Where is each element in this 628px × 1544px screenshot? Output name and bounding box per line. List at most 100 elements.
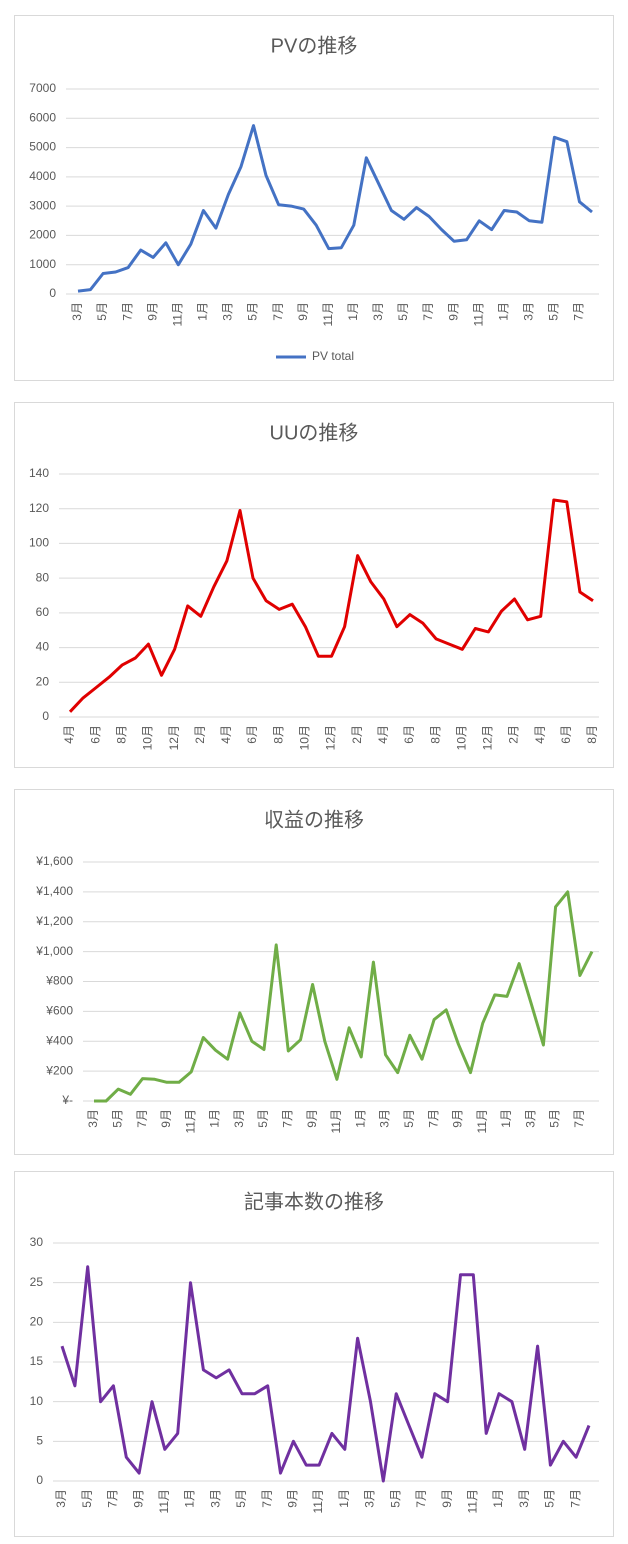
x-tick-label: 1月: [183, 1489, 197, 1508]
y-tick-label: ¥1,200: [35, 914, 73, 928]
x-tick-label: 11月: [321, 302, 335, 326]
x-tick-label: 1月: [208, 1109, 222, 1128]
x-tick-label: 4月: [533, 725, 547, 744]
y-tick-label: 0: [36, 1473, 43, 1487]
x-tick-label: 7月: [572, 302, 586, 321]
y-tick-label: ¥1,400: [35, 884, 73, 898]
chart-panel: PVの推移 0 1000 2000 3000 4000 5000 6000 7000 3月 5月 7月…: [14, 15, 614, 381]
x-tick-label: 5月: [543, 1489, 557, 1508]
x-tick-label: 6月: [402, 725, 416, 744]
chart-panel: 収益の推移 ¥- ¥200 ¥400 ¥600 ¥800 ¥1,000 ¥1,200 ¥1,40…: [14, 789, 614, 1155]
x-tick-label: 7月: [572, 1109, 586, 1128]
x-tick-label: 7月: [426, 1109, 440, 1128]
x-tick-label: 5月: [256, 1109, 270, 1128]
y-tick-label: ¥-: [61, 1093, 73, 1107]
x-tick-label: 9月: [446, 302, 460, 321]
chart-title: UUの推移: [270, 421, 359, 444]
x-tick-label: 5月: [80, 1489, 94, 1508]
y-tick-label: 120: [29, 501, 49, 515]
x-tick-label: 7月: [271, 302, 285, 321]
chart: 記事本数の推移 0 5 10 15 20 25 30 3月 5月 7月 9月 11月 1月 3月 5月 7月 9月…: [30, 1190, 599, 1513]
x-tick-label: 3月: [232, 1109, 246, 1128]
y-tick-label: 2000: [29, 228, 56, 242]
chart: 収益の推移 ¥- ¥200 ¥400 ¥600 ¥800 ¥1,000 ¥1,200 ¥1,40…: [35, 808, 599, 1133]
x-tick-label: 11月: [329, 1109, 343, 1133]
x-tick-label: 3月: [521, 302, 535, 321]
x-tick-label: 7月: [106, 1489, 120, 1508]
x-tick-label: 7月: [414, 1489, 428, 1508]
y-tick-label: ¥400: [45, 1033, 73, 1047]
y-tick-label: 0: [42, 709, 49, 723]
x-tick-label: 3月: [54, 1489, 68, 1508]
y-tick-label: 25: [30, 1275, 44, 1289]
x-tick-label: 5月: [110, 1109, 124, 1128]
chart-panel: 記事本数の推移 0 5 10 15 20 25 30 3月 5月 7月 9月 11月 1月 3月 5月 7月 9月…: [14, 1171, 614, 1537]
x-tick-label: 11月: [157, 1489, 171, 1513]
x-tick-label: 5月: [547, 302, 561, 321]
y-tick-label: 0: [49, 286, 56, 300]
x-tick-label: 1月: [346, 302, 360, 321]
x-tick-label: 9月: [440, 1489, 454, 1508]
x-tick-label: 7月: [120, 302, 134, 321]
x-tick-label: 3月: [378, 1109, 392, 1128]
x-tick-label: 5月: [234, 1489, 248, 1508]
y-tick-label: 40: [36, 640, 50, 654]
x-tick-label: 6月: [245, 725, 259, 744]
x-tick-label: 4月: [62, 725, 76, 744]
chart-title: 収益の推移: [264, 808, 364, 831]
x-tick-label: 8月: [114, 725, 128, 744]
y-tick-label: ¥600: [45, 1004, 73, 1018]
data-line: [68, 498, 594, 713]
x-tick-label: 8月: [428, 725, 442, 744]
x-tick-label: 10月: [298, 725, 312, 750]
y-tick-label: 7000: [29, 81, 56, 95]
x-tick-label: 3月: [371, 302, 385, 321]
data-line: [77, 124, 593, 293]
x-tick-label: 1月: [496, 302, 510, 321]
x-tick-label: 6月: [88, 725, 102, 744]
data-line: [94, 890, 594, 1103]
x-tick-label: 12月: [481, 725, 495, 750]
x-tick-label: 3月: [70, 302, 84, 321]
y-tick-label: ¥1,000: [35, 944, 73, 958]
x-tick-label: 1月: [196, 302, 210, 321]
x-tick-label: 9月: [286, 1489, 300, 1508]
y-tick-label: ¥200: [45, 1063, 73, 1077]
x-tick-label: 11月: [475, 1109, 489, 1133]
y-tick-label: 4000: [29, 169, 56, 183]
chart: PVの推移 0 1000 2000 3000 4000 5000 6000 7000 3月 5月 7月…: [29, 34, 599, 363]
x-tick-label: 10月: [454, 725, 468, 750]
x-tick-label: 8月: [271, 725, 285, 744]
y-tick-label: 60: [36, 605, 50, 619]
x-tick-label: 3月: [517, 1489, 531, 1508]
y-tick-label: 100: [29, 536, 49, 550]
x-tick-label: 4月: [376, 725, 390, 744]
chart-title: 記事本数の推移: [244, 1190, 384, 1213]
x-tick-label: 11月: [183, 1109, 197, 1133]
x-tick-label: 11月: [311, 1489, 325, 1513]
x-tick-label: 8月: [585, 725, 599, 744]
x-tick-label: 7月: [260, 1489, 274, 1508]
x-tick-label: 5月: [246, 302, 260, 321]
x-tick-label: 1月: [491, 1489, 505, 1508]
y-tick-label: 5: [36, 1434, 43, 1448]
x-tick-label: 4月: [219, 725, 233, 744]
y-tick-label: 20: [30, 1315, 44, 1329]
x-tick-label: 9月: [145, 302, 159, 321]
x-tick-label: 2月: [350, 725, 364, 744]
x-tick-label: 3月: [523, 1109, 537, 1128]
x-tick-label: 12月: [324, 725, 338, 750]
x-tick-label: 1月: [337, 1489, 351, 1508]
y-tick-label: 20: [36, 674, 50, 688]
y-tick-label: 15: [30, 1354, 44, 1368]
x-tick-label: 9月: [159, 1109, 173, 1128]
x-tick-label: 11月: [465, 1489, 479, 1513]
chart: UUの推移 0 20 40 60 80 100 120 140 4月 6月 8月 10月 12月 2月 4月 6…: [29, 421, 599, 750]
y-tick-label: 10: [30, 1394, 44, 1408]
x-tick-label: 1月: [499, 1109, 513, 1128]
chart-title: PVの推移: [271, 34, 358, 57]
x-tick-label: 3月: [363, 1489, 377, 1508]
x-tick-label: 7月: [421, 302, 435, 321]
x-tick-label: 5月: [396, 302, 410, 321]
